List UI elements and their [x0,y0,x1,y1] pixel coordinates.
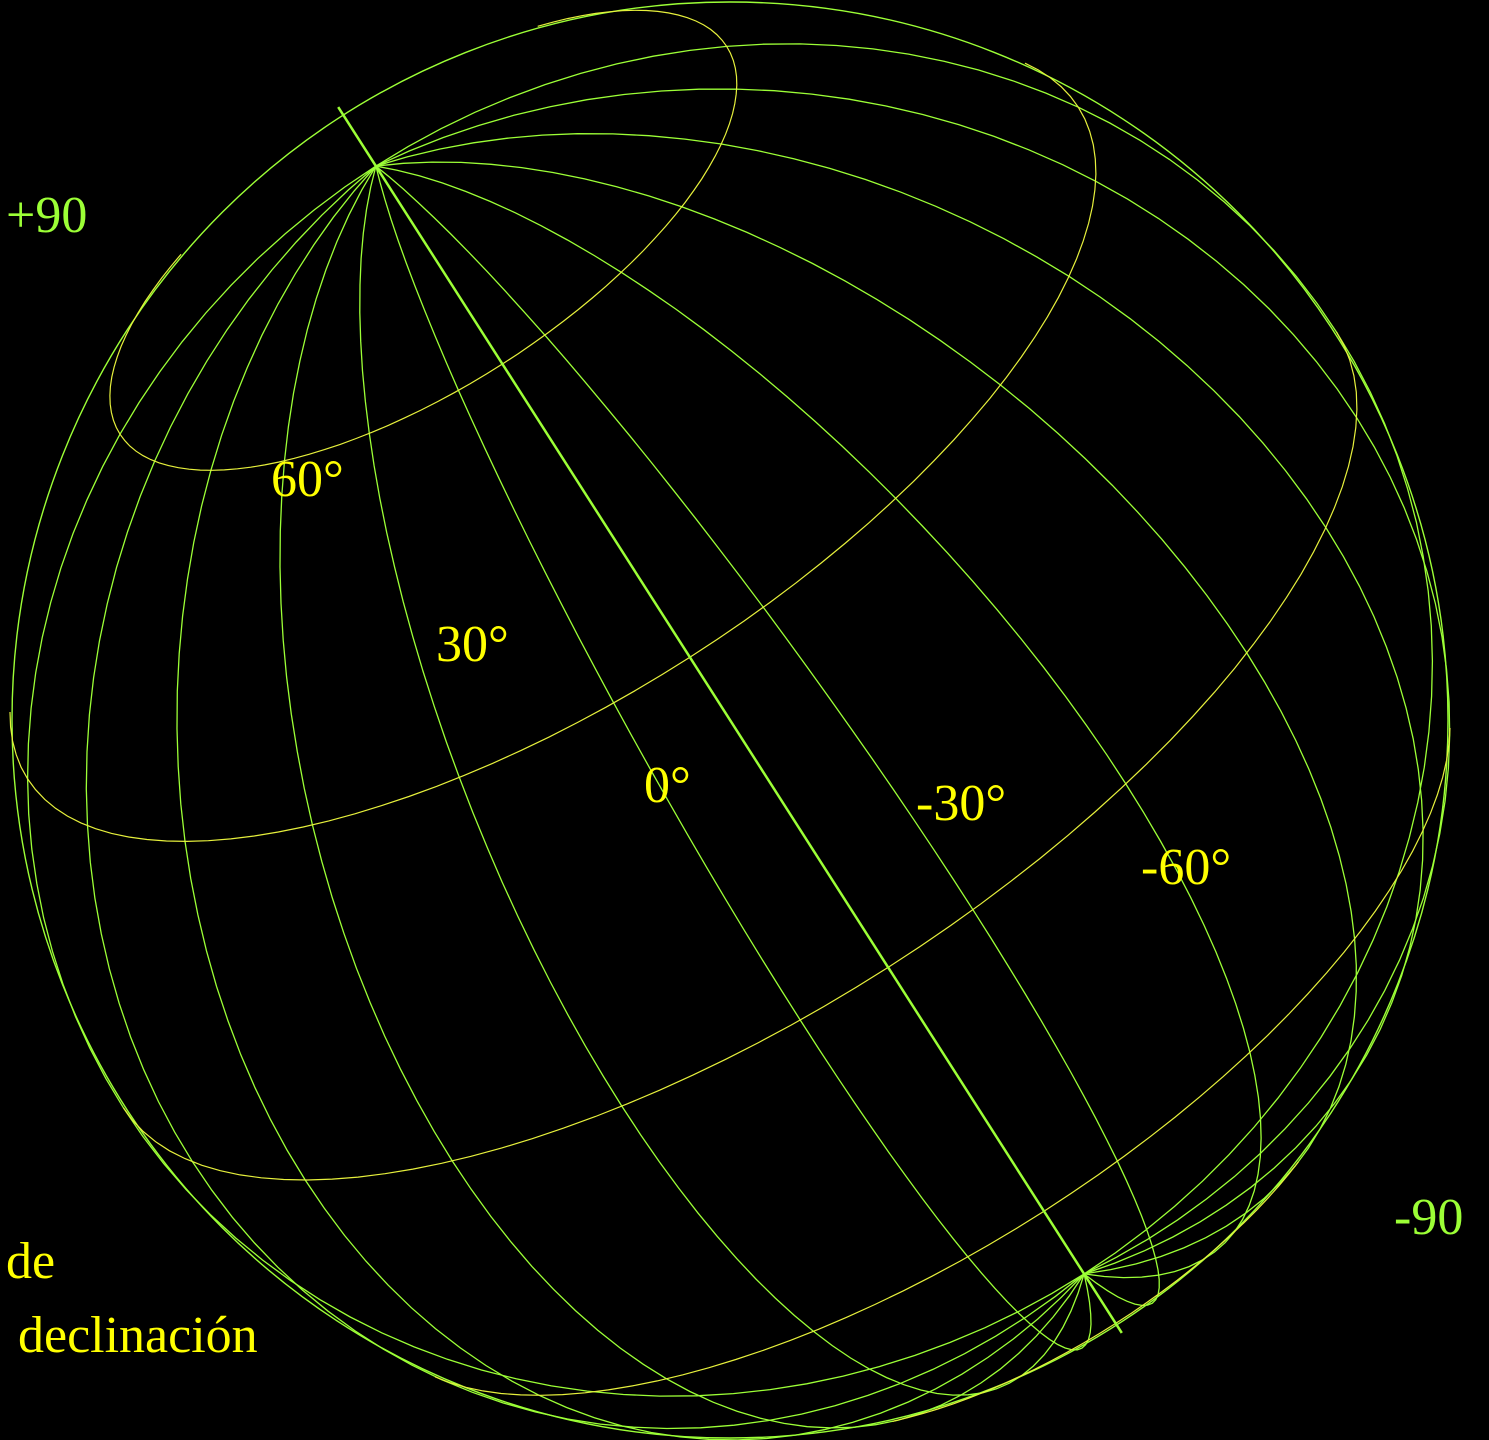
meridian-line [375,161,1357,1275]
meridian-line [375,165,1160,1307]
polar-axis-line [337,106,1123,1334]
caption-line-2: declinación [18,1307,258,1364]
meridian-line [375,43,1434,1275]
parallel-label-30: 30° [436,616,509,673]
meridian-line [375,165,1262,1279]
north-pole-label: +90 [6,187,88,244]
parallel-label-minus-30: -30° [916,775,1007,832]
south-pole-label: -90 [1394,1189,1464,1246]
parallel-line [9,62,1097,843]
parallel-label-60: 60° [271,451,344,508]
parallel-label-0: 0° [644,757,691,814]
meridian-line [375,165,1092,1351]
parallel-label-minus-60: -60° [1141,839,1232,896]
caption-line-1: de [6,1233,56,1290]
meridian-line [375,133,1424,1275]
sphere-outline [11,1,1449,1439]
polar-axis [337,106,1123,1334]
